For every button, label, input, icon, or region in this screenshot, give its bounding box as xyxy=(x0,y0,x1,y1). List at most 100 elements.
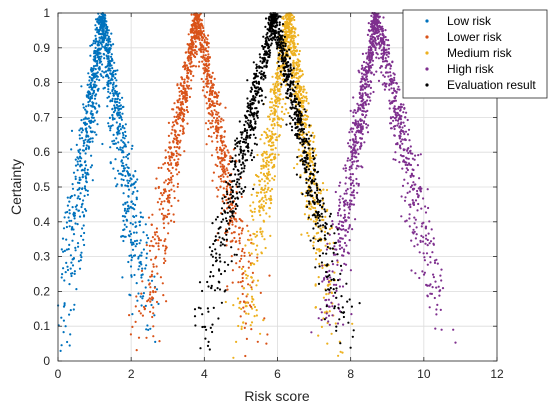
data-point xyxy=(339,350,342,353)
data-point xyxy=(404,138,407,142)
data-point xyxy=(357,141,360,144)
data-point xyxy=(83,231,86,235)
data-point xyxy=(204,96,207,99)
data-point xyxy=(278,57,281,61)
data-point xyxy=(264,187,267,190)
data-point xyxy=(262,220,266,223)
data-point xyxy=(155,227,158,230)
data-point xyxy=(69,333,72,336)
data-point xyxy=(167,178,170,181)
data-point xyxy=(240,195,243,198)
data-point xyxy=(327,298,330,301)
data-point xyxy=(277,105,280,108)
data-point xyxy=(132,215,135,218)
data-point xyxy=(200,43,203,47)
data-point xyxy=(412,168,415,172)
data-point xyxy=(186,94,189,97)
data-point xyxy=(396,119,400,122)
data-point xyxy=(266,156,269,159)
data-point xyxy=(195,27,198,31)
data-point xyxy=(370,14,373,17)
data-point xyxy=(109,127,112,130)
data-point xyxy=(192,23,195,26)
data-point xyxy=(212,275,215,278)
data-point xyxy=(262,164,265,167)
data-point xyxy=(63,249,66,252)
data-point xyxy=(324,215,327,218)
data-point xyxy=(245,277,248,280)
data-point xyxy=(211,86,214,89)
data-point xyxy=(410,172,413,175)
data-point xyxy=(229,191,232,194)
data-point xyxy=(103,57,106,60)
data-point xyxy=(80,85,83,88)
data-point xyxy=(287,111,290,115)
data-point xyxy=(151,297,155,300)
data-point xyxy=(241,276,244,280)
data-point xyxy=(382,36,385,39)
data-point xyxy=(89,54,92,57)
data-point xyxy=(188,84,191,87)
data-point xyxy=(213,92,216,95)
data-point xyxy=(82,103,85,106)
data-point xyxy=(89,92,92,96)
data-point xyxy=(352,115,355,118)
data-point xyxy=(176,173,179,176)
data-point xyxy=(78,215,82,218)
data-point xyxy=(82,215,86,218)
data-point xyxy=(110,44,113,47)
data-point xyxy=(127,181,130,185)
data-point xyxy=(91,113,94,117)
data-point xyxy=(319,192,322,195)
data-point xyxy=(244,273,248,276)
data-point xyxy=(152,306,155,309)
data-point xyxy=(170,153,173,156)
data-point xyxy=(193,27,196,30)
data-point xyxy=(201,56,204,59)
data-point xyxy=(177,171,181,174)
data-point xyxy=(337,354,340,357)
data-point xyxy=(221,197,224,200)
data-point xyxy=(289,50,292,53)
data-point xyxy=(273,89,277,92)
data-point xyxy=(122,133,125,137)
data-point xyxy=(120,116,123,119)
data-point xyxy=(362,104,365,107)
data-point xyxy=(111,124,114,127)
data-point xyxy=(252,218,255,221)
data-point xyxy=(80,119,83,122)
data-point xyxy=(107,76,110,79)
data-point xyxy=(247,283,250,286)
data-point xyxy=(183,68,186,71)
data-point xyxy=(268,215,271,218)
data-point xyxy=(377,15,380,18)
data-point xyxy=(331,270,334,273)
data-point xyxy=(82,144,85,147)
data-point xyxy=(357,104,360,107)
data-point xyxy=(95,93,98,96)
data-point xyxy=(251,262,254,265)
data-point xyxy=(178,134,181,137)
data-point xyxy=(300,112,303,116)
data-point xyxy=(312,241,315,244)
data-point xyxy=(399,135,402,138)
data-point xyxy=(107,37,110,40)
data-point xyxy=(170,176,173,179)
data-point xyxy=(439,308,442,311)
data-point xyxy=(289,47,292,50)
data-point xyxy=(396,88,399,91)
data-point xyxy=(106,34,109,37)
data-point xyxy=(165,300,168,303)
data-point xyxy=(253,97,256,100)
data-point xyxy=(112,92,115,95)
data-point xyxy=(135,231,138,234)
data-point xyxy=(212,102,215,105)
data-point xyxy=(381,83,384,86)
data-point xyxy=(160,200,163,203)
data-point xyxy=(325,270,328,274)
data-point xyxy=(406,182,409,185)
data-point xyxy=(283,63,286,66)
data-point xyxy=(352,140,355,143)
data-point xyxy=(327,288,330,291)
data-point xyxy=(167,134,170,137)
